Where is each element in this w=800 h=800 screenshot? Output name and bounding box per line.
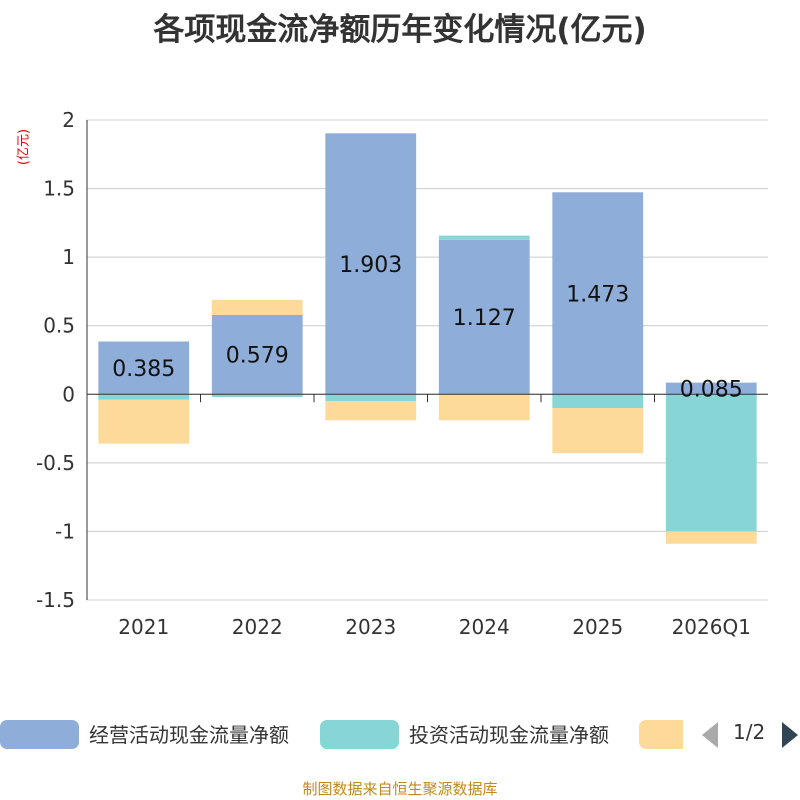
y-tick-label: 1.5 [43, 177, 75, 201]
x-tick-label: 2024 [459, 615, 510, 639]
y-tick-label: -1.5 [36, 588, 75, 612]
legend-swatch-financing [639, 720, 683, 749]
bar-2022-series-2[interactable] [211, 299, 303, 315]
bar-2023-series-2[interactable] [325, 401, 417, 421]
bar-2021-series-1[interactable] [98, 394, 190, 400]
y-tick-label: 2 [62, 108, 75, 132]
bar-2023-series-1[interactable] [325, 394, 417, 402]
x-tick-label: 2022 [232, 615, 283, 639]
stacked-bar-chart: 2 1.5 1 0.5 0 -0.5 -1 -1.5 2021 2022 2023 2024 2025 2… [36, 108, 768, 639]
data-label: 1.903 [339, 253, 402, 278]
chart-title: 各项现金流净额历年变化情况(亿元) [153, 12, 647, 48]
bar-2024-series-2[interactable] [438, 394, 530, 421]
bar-2021-series-2[interactable] [98, 399, 190, 444]
x-tick-label: 2021 [118, 615, 169, 639]
pager-next-icon[interactable] [780, 722, 800, 748]
bar-2024-series-1[interactable] [438, 235, 530, 240]
bar-2026Q1-series-0[interactable] [665, 382, 757, 395]
bar-2023-series-0[interactable] [325, 133, 417, 395]
grid-lines [87, 119, 768, 601]
bar-2026Q1-series-2[interactable] [665, 531, 757, 544]
data-source: 制图数据来自恒生聚源数据库 [302, 780, 498, 798]
y-tick-label: 0.5 [43, 314, 75, 338]
legend-label-investing: 投资活动现金流量净额 [409, 723, 609, 747]
pager-prev-icon[interactable] [700, 722, 722, 748]
legend-item-operating[interactable]: 经营活动现金流量净额 [0, 714, 300, 754]
bars [98, 133, 757, 544]
legend-item-financing[interactable] [639, 714, 683, 754]
y-tick-label: 0 [62, 382, 75, 406]
bar-2025-series-1[interactable] [552, 394, 644, 408]
y-tick-label: -1 [55, 519, 75, 543]
axes: 2 1.5 1 0.5 0 -0.5 -1 -1.5 2021 2022 2023 2024 2025 2… [36, 108, 768, 639]
bar-2022-series-0[interactable] [211, 314, 303, 395]
legend-swatch-investing [320, 720, 399, 749]
y-tick-label: -0.5 [36, 451, 75, 475]
data-label: 1.127 [453, 306, 516, 331]
legend-pager-text: 1/2 [733, 720, 766, 744]
data-label: 0.385 [112, 357, 175, 382]
bar-2025-series-0[interactable] [552, 192, 644, 395]
legend: 经营活动现金流量净额 投资活动现金流量净额 1/2 [0, 714, 800, 754]
bar-2022-series-1[interactable] [211, 394, 303, 398]
data-labels: 0.385 0.579 1.903 1.127 1.473 0.085 [112, 253, 742, 403]
data-label: 1.473 [566, 282, 629, 307]
y-tick-label: 1 [62, 245, 75, 269]
x-tick-label: 2023 [345, 615, 396, 639]
bar-2026Q1-series-1[interactable] [665, 394, 757, 532]
data-label: 0.085 [680, 377, 743, 402]
data-label: 0.579 [226, 344, 289, 369]
x-tick-label: 2026Q1 [672, 615, 751, 639]
legend-label-operating: 经营活动现金流量净额 [89, 723, 289, 747]
bar-2025-series-2[interactable] [552, 408, 644, 454]
legend-item-investing[interactable]: 投资活动现金流量净额 [320, 714, 620, 754]
bar-2024-series-0[interactable] [438, 239, 530, 395]
bar-2021-series-0[interactable] [98, 341, 190, 395]
legend-swatch-operating [0, 720, 79, 749]
x-tick-label: 2025 [572, 615, 623, 639]
